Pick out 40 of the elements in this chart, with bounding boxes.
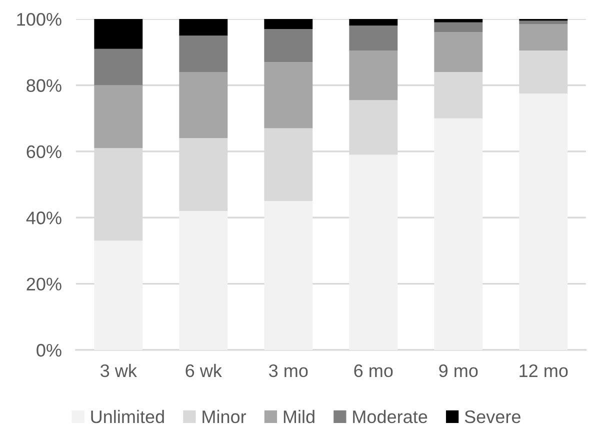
y-tick-label: 0% [36,344,62,357]
bar [264,62,313,128]
y-tick-label: 20% [26,278,62,291]
bar [434,32,483,72]
x-tick-label: 6 wk [186,364,222,378]
bar [434,118,483,350]
y-tick-label: 80% [26,79,62,92]
bar [179,36,228,72]
x-tick-label: 9 mo [439,364,478,378]
bar [349,26,398,50]
legend-label: Minor [202,410,246,424]
bar [349,19,398,26]
y-tick-label: 60% [26,145,62,158]
bar [434,22,483,32]
bar [94,19,143,49]
y-tick-label: 100% [17,12,62,26]
legend-label: Severe [464,410,520,424]
legend-label: Mild [284,410,314,424]
legend-label: Moderate [353,410,428,424]
bar [349,154,398,350]
bar [94,85,143,148]
y-tick-label: 40% [26,212,62,224]
x-tick-label: 3 wk [100,364,137,378]
bar [94,240,143,350]
bar [94,48,143,86]
bar [179,19,228,36]
bar [179,72,228,138]
bar [264,201,313,350]
x-tick-label: 3 mo [269,364,308,378]
bar [519,20,568,24]
x-tick-label: 6 mo [354,364,393,378]
bar [519,94,568,350]
bar [179,210,228,350]
bar [264,28,313,62]
legend-label: Unlimited [91,410,164,424]
bar [519,24,568,50]
x-tick-label: 12 mo [520,364,568,378]
bar [264,19,313,29]
bar [434,19,483,22]
bar [349,50,398,100]
